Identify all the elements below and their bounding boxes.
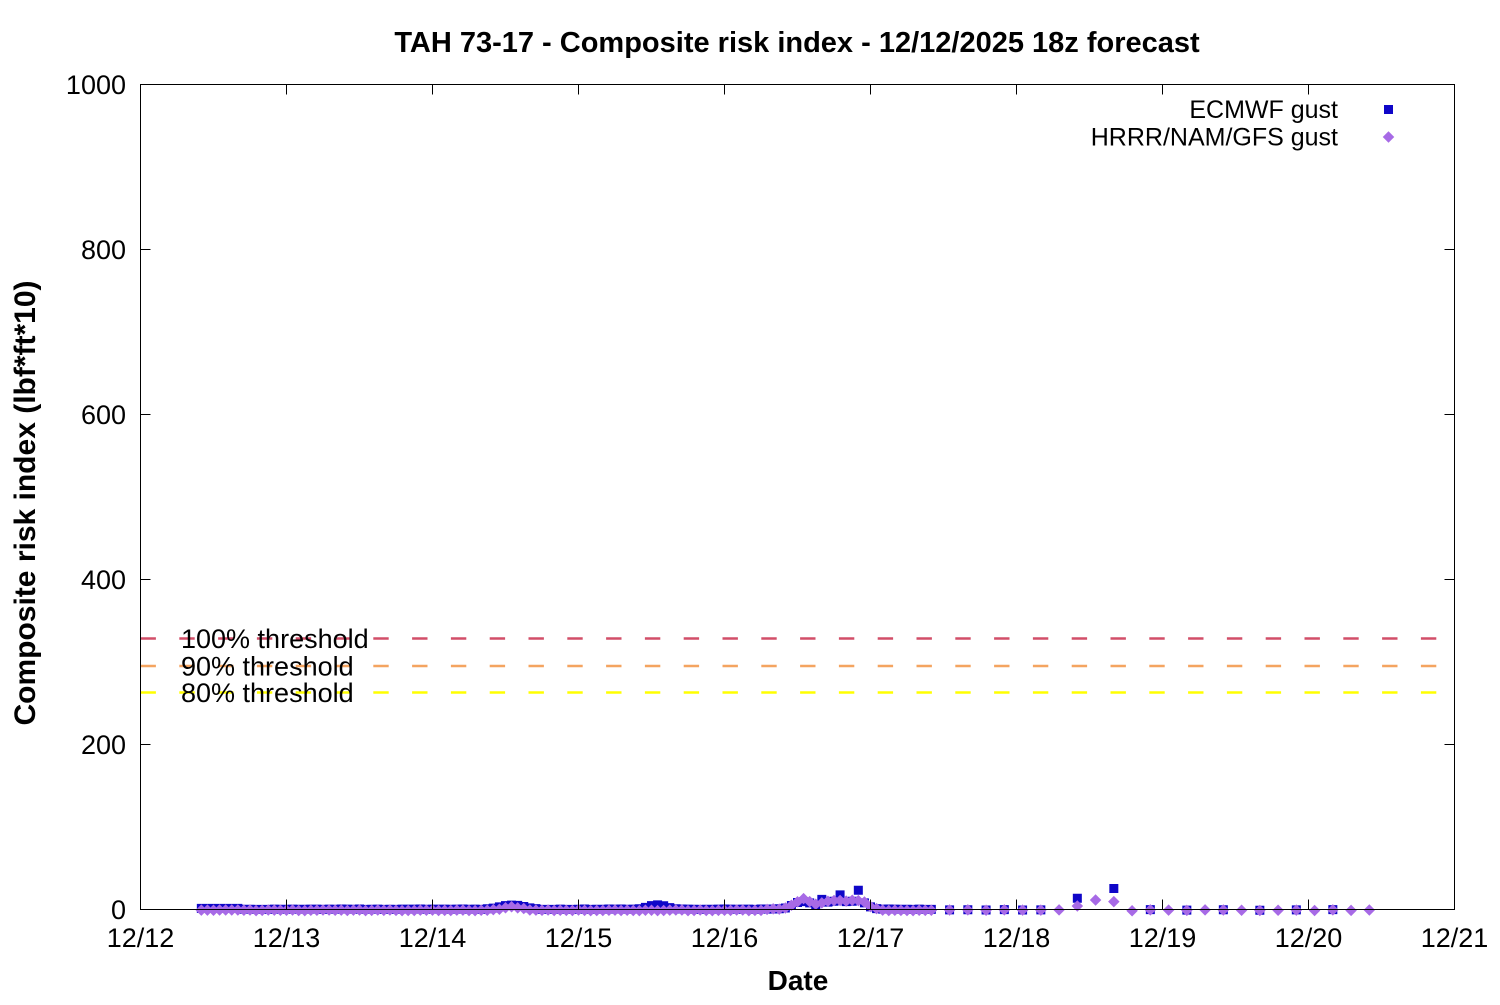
svg-text:600: 600 <box>81 400 126 430</box>
svg-text:1000: 1000 <box>66 70 126 100</box>
svg-text:80% threshold: 80% threshold <box>181 678 354 708</box>
svg-text:0: 0 <box>111 895 126 925</box>
svg-text:HRRR/NAM/GFS gust: HRRR/NAM/GFS gust <box>1091 124 1338 152</box>
svg-text:12/17: 12/17 <box>837 923 905 953</box>
svg-text:12/13: 12/13 <box>253 923 321 953</box>
svg-text:12/18: 12/18 <box>983 923 1051 953</box>
svg-text:400: 400 <box>81 565 126 595</box>
svg-text:12/19: 12/19 <box>1129 923 1197 953</box>
svg-text:12/21: 12/21 <box>1421 923 1489 953</box>
svg-text:800: 800 <box>81 235 126 265</box>
svg-text:ECMWF gust: ECMWF gust <box>1189 96 1338 124</box>
svg-text:Date: Date <box>768 965 829 996</box>
svg-text:200: 200 <box>81 730 126 760</box>
svg-text:12/16: 12/16 <box>691 923 759 953</box>
svg-text:90% threshold: 90% threshold <box>181 651 354 681</box>
svg-text:12/14: 12/14 <box>399 923 467 953</box>
svg-text:12/15: 12/15 <box>545 923 613 953</box>
svg-text:12/20: 12/20 <box>1275 923 1343 953</box>
svg-text:12/12: 12/12 <box>107 923 175 953</box>
svg-text:TAH 73-17 - Composite risk ind: TAH 73-17 - Composite risk index - 12/12… <box>394 27 1200 59</box>
svg-text:Composite risk index (lbf*ft*1: Composite risk index (lbf*ft*10) <box>9 280 42 725</box>
svg-text:100% threshold: 100% threshold <box>181 624 369 654</box>
